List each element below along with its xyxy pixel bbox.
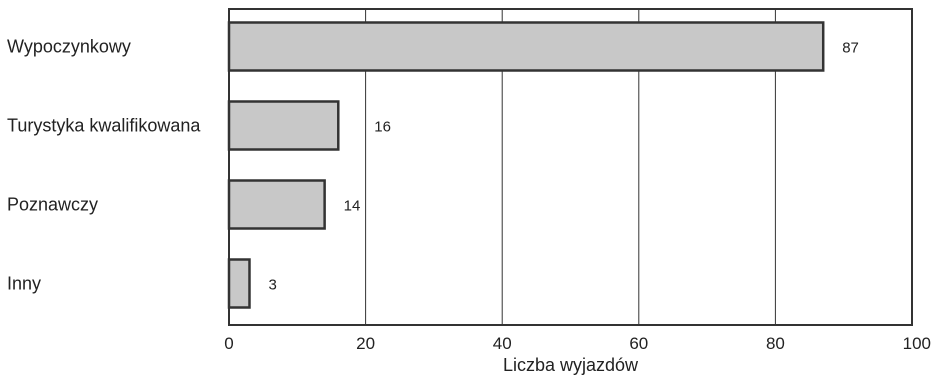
category-label: Turystyka kwalifikowana	[7, 116, 201, 136]
data-label: 3	[268, 277, 276, 294]
category-label: Wypoczynkowy	[7, 37, 131, 57]
x-tick-label: 40	[493, 334, 512, 353]
bar	[227, 179, 326, 230]
x-tick-labels: 0 20 40 60 80 100	[224, 334, 931, 353]
x-tick-label: 100	[903, 334, 931, 353]
x-tick-label: 20	[356, 334, 375, 353]
category-label: Poznawczy	[7, 195, 98, 215]
x-tick-label: 80	[766, 334, 785, 353]
category-labels: Wypoczynkowy Turystyka kwalifikowana Pozna…	[7, 37, 201, 294]
data-label: 14	[344, 198, 361, 215]
bar	[227, 100, 340, 151]
data-label: 87	[842, 40, 859, 57]
bars	[227, 21, 825, 309]
data-label: 16	[374, 119, 391, 136]
value-labels: 87 16 14 3	[268, 40, 858, 294]
x-tick-label: 0	[224, 334, 233, 353]
plot-frame	[228, 8, 913, 326]
x-tick-label: 60	[629, 334, 648, 353]
category-label: Inny	[7, 274, 41, 294]
bar	[227, 21, 825, 72]
bar	[227, 258, 251, 309]
x-axis-title: Liczba wyjazdów	[503, 355, 639, 375]
